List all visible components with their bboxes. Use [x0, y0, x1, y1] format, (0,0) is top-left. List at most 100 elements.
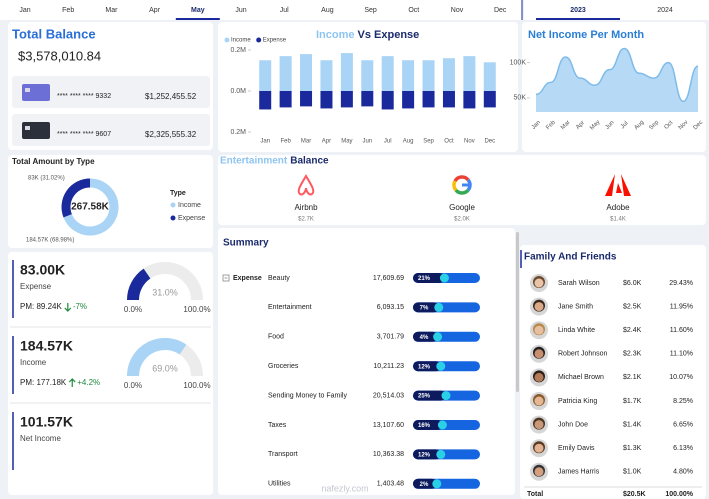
airbnb-logo	[297, 173, 315, 196]
bank-card-icon	[22, 84, 50, 101]
bar	[340, 91, 353, 108]
gauge-max: 100.0%	[183, 381, 210, 390]
amount: 13,107.60	[373, 422, 404, 429]
month-button[interactable]: Jun	[235, 7, 246, 14]
y-tick-label: 100K	[510, 59, 527, 66]
bank-card-chip	[25, 88, 30, 92]
pct-dot	[433, 332, 443, 342]
category: Sending Money to Family	[268, 392, 347, 399]
x-tick-label: Jan	[531, 120, 542, 131]
month-button[interactable]: Oct	[408, 7, 419, 14]
person-name: Jane Smith	[558, 303, 593, 310]
kpi-previous: PM: 177.18K	[20, 378, 67, 387]
person-share: 6.13%	[673, 445, 693, 452]
y-tick-label: 50K	[514, 95, 527, 102]
x-tick-label: Aug	[634, 120, 646, 132]
bar	[320, 60, 333, 91]
bar	[381, 91, 394, 110]
month-button[interactable]: Apr	[149, 7, 161, 14]
x-tick-label: Jul	[384, 139, 392, 145]
month-button[interactable]: Dec	[494, 7, 507, 14]
legend-label: Income	[231, 38, 251, 44]
category: Beauty	[268, 275, 290, 282]
merchant-name: Adobe	[606, 203, 630, 212]
group-label: Expense	[233, 275, 262, 282]
x-tick-label: Dec	[693, 120, 705, 132]
amount: 6,093.15	[377, 304, 404, 311]
slice-label: 184.57K (68.98%)	[26, 238, 74, 244]
merchant-amount: $2.0K	[454, 217, 470, 223]
person-amount: $1.4K	[623, 421, 642, 428]
month-button[interactable]: Jul	[280, 7, 289, 14]
month-button[interactable]: Nov	[451, 7, 464, 14]
bar	[402, 91, 415, 109]
gauge-fill	[127, 338, 187, 377]
legend-label: Income	[178, 202, 201, 209]
pct-dot	[436, 449, 446, 459]
bar	[279, 91, 292, 108]
category: Taxes	[268, 422, 287, 429]
family-card	[520, 245, 706, 499]
year-button[interactable]: 2024	[657, 7, 673, 14]
kpi-label: Net Income	[20, 434, 61, 443]
month-button[interactable]: Feb	[62, 7, 74, 14]
x-tick-label: Jun	[362, 139, 372, 145]
x-tick-label: Jul	[620, 121, 630, 131]
gauge-fill	[127, 268, 151, 301]
month-button[interactable]: Aug	[321, 7, 334, 14]
bar	[463, 56, 476, 91]
gauge-value: 31.0%	[152, 287, 178, 297]
pct-fill	[413, 449, 441, 460]
gauge-value: 69.0%	[152, 363, 178, 373]
kpi-change: -7%	[73, 302, 87, 311]
category: Entertainment	[268, 304, 312, 311]
legend-title: Type	[170, 190, 186, 197]
month-button[interactable]: Mar	[105, 7, 118, 14]
month-button[interactable]: Jan	[19, 7, 30, 14]
amount: 20,514.03	[373, 392, 404, 399]
bar	[381, 56, 394, 91]
pct-label: 25%	[418, 394, 431, 400]
bank-card-row	[12, 76, 210, 108]
bar	[463, 91, 476, 109]
x-tick-label: Aug	[403, 139, 414, 145]
month-button[interactable]: Sep	[364, 7, 377, 14]
kpi-change: +4.2%	[77, 378, 100, 387]
x-tick-label: Dec	[484, 139, 495, 145]
chart-title: Net Income Per Month	[528, 29, 644, 41]
area	[536, 48, 698, 112]
kpi-label: Income	[20, 358, 47, 367]
donut-center-label: 267.58K	[71, 202, 110, 213]
x-tick-label: Feb	[280, 139, 291, 145]
avatar-face	[534, 396, 544, 406]
pct-label: 16%	[418, 423, 431, 429]
scrollbar[interactable]	[516, 232, 519, 392]
collapse-icon[interactable]	[222, 274, 230, 282]
bar	[259, 91, 272, 110]
person-amount: $2.1K	[623, 374, 642, 381]
total-amount: $20.5K	[623, 491, 646, 498]
card-title: Entertainment	[220, 156, 288, 167]
pct-fill	[413, 361, 441, 372]
year-button[interactable]: 2023	[570, 7, 586, 14]
bar	[320, 91, 333, 109]
category: Transport	[268, 451, 298, 458]
bar	[361, 91, 374, 107]
card-amount: $1,252,455.52	[145, 92, 197, 101]
bar	[422, 91, 435, 108]
pct-label: 2%	[420, 482, 429, 488]
avatar-face	[534, 349, 544, 359]
total-share: 100.00%	[665, 491, 693, 498]
amount: 3,701.79	[377, 334, 404, 341]
x-tick-label: Apr	[575, 120, 586, 131]
bar	[442, 58, 455, 91]
person-share: 6.65%	[673, 421, 693, 428]
pct-dot	[439, 273, 449, 283]
card-title: Total Amount by Type	[12, 157, 95, 166]
person-amount: $6.0K	[623, 280, 642, 287]
month-button[interactable]: May	[191, 7, 205, 14]
trend-arrow	[64, 303, 72, 312]
person-amount: $2.3K	[623, 351, 642, 358]
person-amount: $2.5K	[623, 303, 642, 310]
